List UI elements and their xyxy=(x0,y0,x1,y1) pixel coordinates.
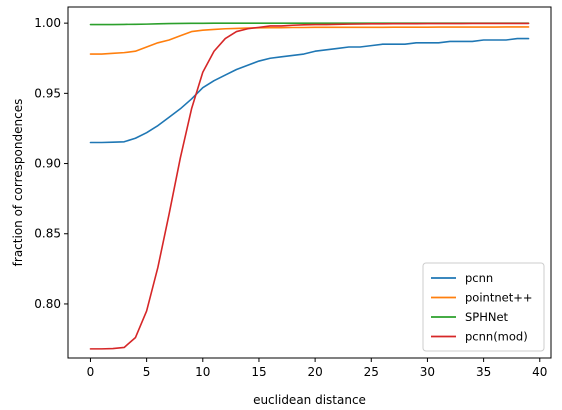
x-tick-label: 5 xyxy=(143,365,151,379)
series-lines xyxy=(89,22,530,350)
y-tick-label: 0.95 xyxy=(34,86,61,100)
y-tick-label: 1.00 xyxy=(34,16,61,30)
x-tick-label: 10 xyxy=(195,365,210,379)
legend-label: pcnn xyxy=(465,271,493,285)
y-tick-label: 0.85 xyxy=(34,227,61,241)
series-line-1 xyxy=(89,37,530,144)
x-axis-ticks: 0 5 10 15 20 25 30 35 40 xyxy=(87,358,547,379)
legend: pcnn pointnet++ SPHNet pcnn(mod) xyxy=(422,262,545,352)
x-tick-label: 0 xyxy=(87,365,95,379)
legend-label: pointnet++ xyxy=(465,291,532,305)
x-tick-label: 25 xyxy=(364,365,379,379)
x-tick-label: 20 xyxy=(307,365,322,379)
legend-label: SPHNet xyxy=(465,310,509,324)
legend-label: pcnn(mod) xyxy=(465,330,528,344)
y-tick-label: 0.90 xyxy=(34,157,61,171)
y-tick-label: 0.80 xyxy=(34,297,61,311)
y-axis-label: fraction of correspondences xyxy=(11,99,25,267)
x-tick-label: 40 xyxy=(532,365,547,379)
x-tick-label: 35 xyxy=(476,365,491,379)
plot-area-frame xyxy=(67,6,552,359)
legend-box xyxy=(422,262,545,352)
y-axis-ticks: 0.80 0.85 0.90 0.95 1.00 xyxy=(34,16,68,311)
series-line-2 xyxy=(89,26,530,55)
x-tick-label: 30 xyxy=(420,365,435,379)
x-axis-label: euclidean distance xyxy=(253,393,366,407)
series-line-4 xyxy=(89,22,530,350)
x-tick-label: 15 xyxy=(251,365,266,379)
